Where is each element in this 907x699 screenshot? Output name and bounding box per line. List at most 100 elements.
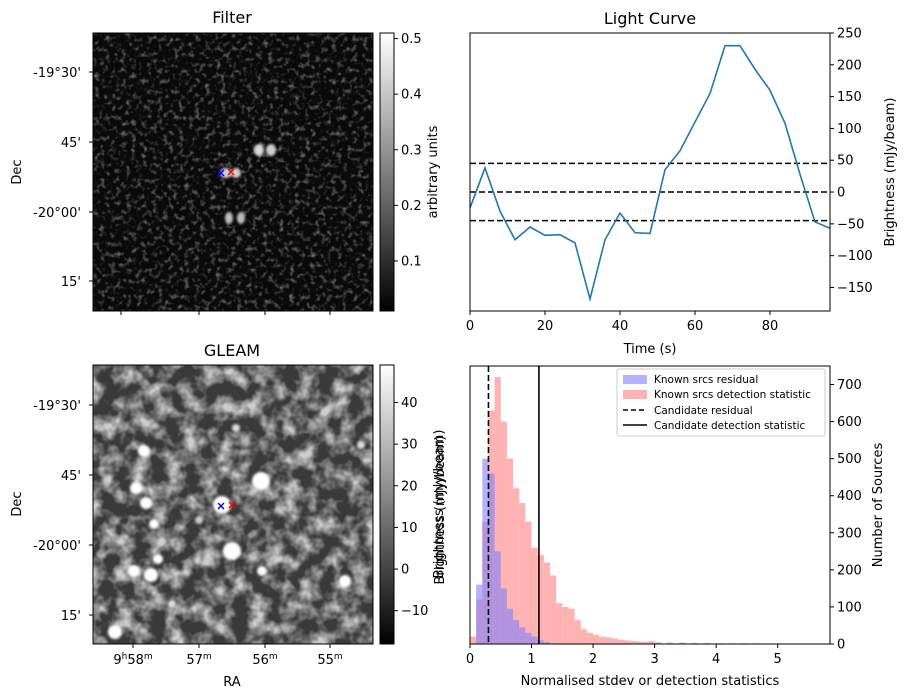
y-tick-label: 500 [837, 452, 862, 467]
histogram-bar [617, 639, 624, 644]
colorbar-tick-label: 40 [401, 396, 418, 411]
legend-label: Known srcs detection statistic [654, 389, 811, 401]
histogram-bar [556, 603, 563, 644]
light-curve-title: Light Curve [604, 9, 696, 28]
histogram-bar [470, 636, 477, 644]
y-tick-label: 300 [837, 526, 862, 541]
gleam-dec-tick: -20°00' [33, 539, 81, 554]
histogram-bar [537, 640, 544, 644]
histogram-ylabel-left: Brightness (mJy/beam) [433, 436, 448, 585]
light-curve-xlabel: Time (s) [623, 342, 677, 357]
filter-ra-ticks [120, 311, 331, 315]
legend-label: Known srcs residual [654, 374, 758, 386]
filter-colorbar-label: arbitrary units [426, 125, 441, 218]
histogram-bar [574, 619, 581, 644]
histogram-bar [531, 636, 538, 644]
gleam-dec-tick: 15' [61, 609, 81, 624]
x-tick-label: 5 [774, 652, 782, 667]
filter-dec-tick: -19°30' [33, 66, 81, 81]
colorbar-tick-label: 30 [401, 438, 418, 453]
histogram-bar [648, 641, 655, 644]
x-tick-label: 4 [712, 652, 720, 667]
gleam-xlabel: RA [223, 675, 241, 690]
histogram-bar [519, 627, 526, 644]
gleam-ra-tick: 9h58m [113, 652, 152, 668]
histogram-bar [550, 575, 557, 644]
gleam-ra-axis: 9h58m 57m 56m 55m RA [113, 644, 343, 690]
y-tick-label: 700 [837, 378, 862, 393]
filter-dec-tick: 45' [61, 136, 81, 151]
gleam-ylabel: Dec [10, 491, 25, 516]
histogram-bar [500, 588, 507, 644]
histogram-bar [500, 421, 507, 644]
histogram-bar [562, 606, 569, 644]
histogram-bar [630, 641, 637, 644]
histogram-bar [513, 488, 520, 644]
filter-red-marker [227, 168, 235, 176]
gleam-dec-tick: 45' [61, 469, 81, 484]
histogram-legend: Known srcs residual Known srcs detection… [616, 368, 826, 437]
colorbar-tick-label: 0.5 [401, 32, 422, 47]
y-tick-label: 200 [837, 563, 862, 578]
light-curve-panel: Light Curve 0 20 40 60 80 −150 −100 −50 0 50 100 15… [466, 9, 898, 357]
histogram-bar [506, 458, 514, 644]
histogram-bar [482, 458, 489, 644]
histogram-bar [531, 547, 538, 644]
colorbar-tick-label: 0.1 [401, 254, 422, 269]
gleam-blue-marker [217, 502, 225, 510]
colorbar-tick-label: −10 [401, 604, 428, 619]
y-tick-label: 150 [837, 90, 862, 105]
histogram-bar [506, 608, 514, 644]
y-tick-label: 600 [837, 415, 862, 430]
gleam-panel: GLEAM [10, 341, 447, 690]
histogram-bar [476, 584, 483, 644]
colorbar-tick-label: 0.4 [401, 88, 422, 103]
histogram-plot [470, 366, 809, 644]
histogram-bar [494, 377, 501, 644]
x-tick-label: 20 [537, 319, 554, 334]
y-tick-label: 200 [837, 58, 862, 73]
histogram-ticks: 0 1 2 3 4 5 0 100 200 300 400 500 600 700 [466, 378, 862, 667]
histogram-bar [703, 642, 710, 644]
histogram-bar [525, 521, 532, 644]
x-tick-label: 60 [687, 319, 704, 334]
colorbar-tick-label: 10 [401, 521, 418, 536]
gleam-title: GLEAM [204, 341, 260, 360]
y-tick-label: 250 [837, 27, 862, 42]
filter-dec-axis: -19°30' 45' -20°00' 15' Dec [10, 66, 93, 290]
x-tick-label: 0 [466, 652, 474, 667]
filter-ylabel: Dec [10, 159, 25, 184]
colorbar-tick-label: 20 [401, 479, 418, 494]
histogram-ylabel-right: Number of Sources [871, 443, 886, 568]
light-curve-plot [470, 44, 830, 303]
x-tick-label: 0 [466, 319, 474, 334]
gleam-ra-tick: 55m [317, 652, 342, 668]
histogram-bar [642, 641, 649, 644]
gleam-ra-tick: 57m [186, 652, 211, 668]
colorbar-tick-label: 0.3 [401, 143, 422, 158]
y-tick-label: 400 [837, 489, 862, 504]
histogram-bar [666, 642, 674, 644]
histogram-bar [494, 551, 501, 644]
colorbar-tick-label: 0.2 [401, 199, 422, 214]
filter-blue-marker [217, 169, 225, 177]
gleam-red-marker [228, 501, 236, 509]
y-tick-label: −150 [837, 281, 873, 296]
filter-dec-tick: 15' [61, 275, 81, 290]
histogram-bar [636, 641, 643, 644]
x-tick-label: 3 [650, 652, 658, 667]
histogram-bar [586, 632, 594, 644]
gleam-dec-tick: -19°30' [33, 399, 81, 414]
gleam-colorbar [379, 364, 395, 645]
x-tick-label: 1 [527, 652, 535, 667]
filter-dec-tick: -20°00' [33, 206, 81, 221]
light-curve-line [470, 44, 830, 303]
y-tick-label: 0 [837, 638, 845, 653]
histogram-bar [654, 642, 661, 644]
histogram-bar [543, 562, 550, 644]
legend-swatch-detection [623, 390, 647, 399]
gleam-colorbar-ticks: −10 0 10 20 30 40 [394, 396, 428, 619]
filter-title: Filter [212, 8, 252, 27]
legend-swatch-residual [623, 375, 647, 384]
